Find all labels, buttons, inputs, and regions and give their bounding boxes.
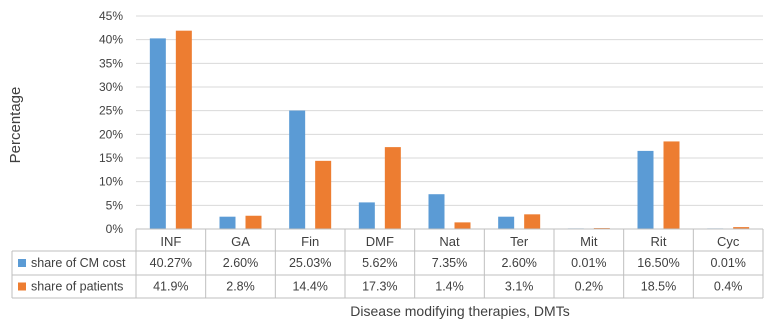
data-label: 1.4% xyxy=(435,280,464,294)
data-table: INF GA Fin DMF Nat Ter Mit Rit Cyc share of CM co… xyxy=(11,228,764,299)
bar-ga-patients xyxy=(245,215,262,229)
legend-swatch xyxy=(18,259,26,267)
bars xyxy=(149,30,750,229)
bar-nat-cm-cost xyxy=(428,194,445,229)
x-axis-label: Disease modifying therapies, DMTs xyxy=(350,303,569,319)
bar-nat-patients xyxy=(454,222,471,229)
y-tick-label: 15% xyxy=(99,151,123,165)
data-label: 3.1% xyxy=(505,280,534,294)
data-label: 40.27% xyxy=(150,256,192,270)
bar-ter-cm-cost xyxy=(498,216,515,229)
bar-ter-patients xyxy=(524,214,541,229)
x-tick-label: Cyc xyxy=(717,234,740,249)
bar-dmf-patients xyxy=(384,147,401,229)
data-label: 2.60% xyxy=(501,256,536,270)
x-tick-label: DMF xyxy=(366,234,394,249)
data-label: 5.62% xyxy=(362,256,397,270)
y-tick-label: 5% xyxy=(106,198,124,212)
y-tick-label: 45% xyxy=(99,9,123,23)
data-label: 17.3% xyxy=(362,280,397,294)
data-label: 2.60% xyxy=(223,256,258,270)
bar-dmf-cm-cost xyxy=(358,202,375,229)
x-tick-label: Rit xyxy=(651,234,667,249)
bar-rit-patients xyxy=(663,141,680,229)
x-tick-label: INF xyxy=(160,234,181,249)
data-label: 0.4% xyxy=(714,280,743,294)
data-label: 0.01% xyxy=(710,256,745,270)
bar-inf-patients xyxy=(175,30,192,229)
data-label: 16.50% xyxy=(637,256,679,270)
y-axis-label: Percentage xyxy=(7,87,24,164)
data-label: 18.5% xyxy=(641,280,676,294)
bar-rit-cm-cost xyxy=(637,150,654,229)
bar-cyc-patients xyxy=(733,227,750,229)
y-axis-ticks: 0% 5% 10% 15% 20% 25% 30% 35% 40% 45% xyxy=(99,9,123,236)
legend-label: share of CM cost xyxy=(31,256,126,270)
y-tick-label: 35% xyxy=(99,56,123,70)
bar-ga-cm-cost xyxy=(219,216,236,229)
y-tick-label: 20% xyxy=(99,127,123,141)
y-tick-label: 40% xyxy=(99,33,123,47)
data-label: 0.2% xyxy=(575,280,604,294)
data-label: 25.03% xyxy=(289,256,331,270)
data-label: 41.9% xyxy=(153,280,188,294)
y-tick-label: 25% xyxy=(99,104,123,118)
legend-label: share of patients xyxy=(31,280,123,294)
grid-lines xyxy=(136,15,763,230)
y-tick-label: 10% xyxy=(99,175,123,189)
x-tick-label: GA xyxy=(231,234,250,249)
data-label: 14.4% xyxy=(292,280,327,294)
x-tick-label: Fin xyxy=(301,234,319,249)
bar-inf-cm-cost xyxy=(149,38,166,229)
data-label: 7.35% xyxy=(432,256,467,270)
data-label: 0.01% xyxy=(571,256,606,270)
x-tick-label: Nat xyxy=(439,234,460,249)
x-tick-label: Ter xyxy=(510,234,529,249)
y-tick-label: 30% xyxy=(99,80,123,94)
y-tick-label: 0% xyxy=(106,222,124,236)
bar-fin-cm-cost xyxy=(289,110,306,229)
bar-fin-patients xyxy=(315,160,332,229)
legend-swatch xyxy=(18,282,26,291)
x-tick-label: Mit xyxy=(580,234,598,249)
data-label: 2.8% xyxy=(226,280,255,294)
